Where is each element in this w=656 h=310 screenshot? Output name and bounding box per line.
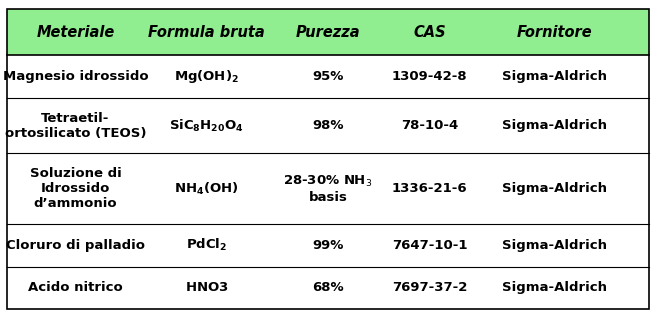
Text: 68%: 68% bbox=[312, 281, 344, 294]
Text: Tetraetil-
ortosilicato (TEOS): Tetraetil- ortosilicato (TEOS) bbox=[5, 112, 146, 140]
Text: Fornitore: Fornitore bbox=[516, 25, 592, 40]
Text: 99%: 99% bbox=[312, 239, 344, 252]
Text: $\mathbf{NH_4(OH)}$: $\mathbf{NH_4(OH)}$ bbox=[174, 180, 239, 197]
Text: $\mathbf{SiC_8H_{20}O_4}$: $\mathbf{SiC_8H_{20}O_4}$ bbox=[169, 117, 244, 134]
Text: CAS: CAS bbox=[413, 25, 446, 40]
Text: Sigma-Aldrich: Sigma-Aldrich bbox=[502, 119, 607, 132]
Bar bbox=[7, 9, 649, 55]
Text: 78-10-4: 78-10-4 bbox=[401, 119, 459, 132]
Text: Sigma-Aldrich: Sigma-Aldrich bbox=[502, 70, 607, 83]
Text: 98%: 98% bbox=[312, 119, 344, 132]
Text: 7697-37-2: 7697-37-2 bbox=[392, 281, 467, 294]
Text: 95%: 95% bbox=[312, 70, 344, 83]
Text: 28-30% NH$_3$
basis: 28-30% NH$_3$ basis bbox=[283, 173, 373, 204]
Text: Soluzione di
Idrossido
d’ammonio: Soluzione di Idrossido d’ammonio bbox=[30, 167, 121, 210]
Text: 1336-21-6: 1336-21-6 bbox=[392, 182, 468, 195]
Text: 1309-42-8: 1309-42-8 bbox=[392, 70, 468, 83]
Text: Sigma-Aldrich: Sigma-Aldrich bbox=[502, 182, 607, 195]
Text: $\mathbf{PdCl_2}$: $\mathbf{PdCl_2}$ bbox=[186, 237, 227, 253]
Text: Cloruro di palladio: Cloruro di palladio bbox=[6, 239, 145, 252]
Text: Acido nitrico: Acido nitrico bbox=[28, 281, 123, 294]
Text: $\mathbf{HNO3}$: $\mathbf{HNO3}$ bbox=[185, 281, 228, 294]
Text: Magnesio idrossido: Magnesio idrossido bbox=[3, 70, 148, 83]
Text: Purezza: Purezza bbox=[296, 25, 360, 40]
Text: Meteriale: Meteriale bbox=[36, 25, 115, 40]
Text: 7647-10-1: 7647-10-1 bbox=[392, 239, 468, 252]
Text: Sigma-Aldrich: Sigma-Aldrich bbox=[502, 239, 607, 252]
Text: Sigma-Aldrich: Sigma-Aldrich bbox=[502, 281, 607, 294]
Text: Formula bruta: Formula bruta bbox=[148, 25, 265, 40]
Text: $\mathbf{Mg(OH)_2}$: $\mathbf{Mg(OH)_2}$ bbox=[174, 68, 239, 85]
